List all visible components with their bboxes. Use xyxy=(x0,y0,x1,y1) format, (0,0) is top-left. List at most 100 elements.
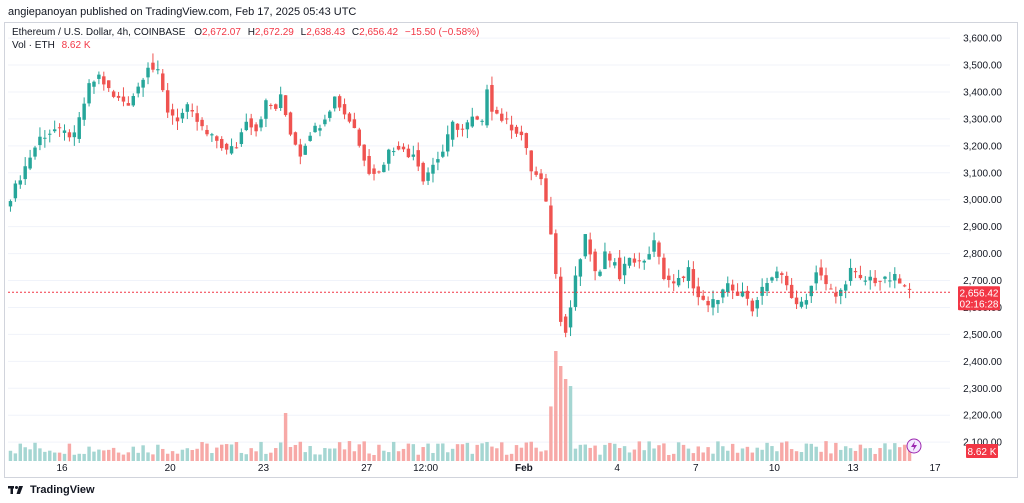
candle-body xyxy=(534,171,538,175)
volume-bar xyxy=(583,444,588,461)
volume-bar xyxy=(332,448,337,461)
footer-brand[interactable]: TradingView xyxy=(8,484,95,496)
y-tick-label: 2,400.00 xyxy=(963,357,1002,368)
candle-body xyxy=(544,178,548,202)
candle-body xyxy=(696,286,701,298)
volume-bar xyxy=(342,449,347,461)
y-tick-label: 2,100.00 xyxy=(963,438,1002,449)
candle-body xyxy=(92,81,96,87)
candle-body xyxy=(706,300,710,306)
volume-bar xyxy=(205,443,209,461)
candle-body xyxy=(475,116,479,120)
volume-bar xyxy=(686,448,691,461)
last-price-label: 2,656.42 xyxy=(960,288,999,299)
candle-body xyxy=(239,132,244,145)
volume-bar xyxy=(878,448,882,461)
volume-bar xyxy=(834,442,838,461)
volume-bar xyxy=(858,444,863,461)
volume-bar xyxy=(185,448,190,461)
candle-body xyxy=(48,133,52,135)
volume-bar xyxy=(141,445,145,461)
volume-bar xyxy=(558,366,563,461)
candle-body xyxy=(721,289,725,298)
volume-bar xyxy=(794,451,799,461)
high-key: H xyxy=(247,27,255,38)
candle-body xyxy=(632,258,637,263)
volume-bar xyxy=(617,448,622,461)
volume-bar xyxy=(745,446,750,461)
candle-body xyxy=(337,96,342,108)
volume-bar xyxy=(274,448,278,461)
candle-body xyxy=(730,284,735,291)
volume-bar xyxy=(755,447,759,461)
ohlc-legend[interactable]: Ethereum / U.S. Dollar, 4h, COINBASE O2,… xyxy=(12,27,483,38)
candle-body xyxy=(873,277,877,284)
volume-bar xyxy=(431,452,435,461)
volume-value: 8.62 K xyxy=(61,40,91,51)
candle-body xyxy=(126,103,131,106)
candles xyxy=(8,53,912,338)
volume-bar xyxy=(106,449,111,461)
x-tick-label: 16 xyxy=(56,463,68,474)
chart-frame[interactable] xyxy=(4,22,1018,478)
volume-bar xyxy=(455,444,460,461)
candle-body xyxy=(789,284,794,299)
candle-body xyxy=(377,171,381,173)
candle-body xyxy=(205,129,209,135)
volume-bar xyxy=(647,441,651,461)
volume-bar xyxy=(529,441,533,461)
candle-body xyxy=(102,76,106,85)
volume-bar xyxy=(298,441,303,461)
candle-body xyxy=(165,90,170,113)
volume-bar xyxy=(229,444,234,461)
candle-body xyxy=(848,267,853,282)
candle-body xyxy=(480,120,484,122)
volume-bar xyxy=(416,454,420,461)
y-tick-label: 2,800.00 xyxy=(963,249,1002,260)
candle-body xyxy=(500,113,504,121)
candle-body xyxy=(819,267,823,276)
volume-bar xyxy=(671,453,676,461)
candle-body xyxy=(23,166,27,180)
candle-body xyxy=(573,275,578,307)
candle-body xyxy=(141,79,145,88)
candle-body xyxy=(799,301,804,307)
volume-bar xyxy=(902,444,907,461)
volume-bar xyxy=(765,442,769,461)
volume-bar xyxy=(337,442,342,461)
volume-bar xyxy=(52,452,57,461)
candle-body xyxy=(116,95,121,98)
volume-bar xyxy=(303,452,307,461)
candle-body xyxy=(323,119,327,125)
candle-body xyxy=(583,234,588,257)
volume-legend[interactable]: Vol · ETH 8.62 K xyxy=(12,40,95,51)
candle-body xyxy=(200,119,204,127)
candle-body xyxy=(328,111,332,118)
candle-body xyxy=(224,143,229,150)
x-tick-label: 27 xyxy=(361,463,373,474)
candle-body xyxy=(858,274,863,279)
last-price-tag: 2,656.42 02:16:28 xyxy=(958,286,1000,311)
y-tick-label: 3,200.00 xyxy=(963,141,1002,152)
candle-body xyxy=(657,242,661,257)
y-tick-label: 3,500.00 xyxy=(963,61,1002,72)
volume-bar xyxy=(450,448,455,461)
price-axis: 3,600.00 3,500.00 3,400.00 3,300.00 3,200.00… xyxy=(963,34,1002,449)
candle-body xyxy=(274,104,278,109)
volume-bar xyxy=(367,453,371,461)
candle-body xyxy=(740,291,745,297)
volume-bar xyxy=(534,447,538,461)
candle-body xyxy=(735,291,740,296)
candle-body xyxy=(814,272,818,284)
candle-body xyxy=(519,131,524,136)
volume-bar xyxy=(598,454,602,461)
candle-body xyxy=(765,283,769,292)
volume-bar xyxy=(696,446,701,461)
candle-body xyxy=(760,286,764,296)
volume-bar xyxy=(313,454,317,461)
volume-bar xyxy=(146,452,150,461)
volume-bar xyxy=(77,453,81,461)
candle-body xyxy=(357,129,362,146)
volume-bar xyxy=(524,442,529,461)
